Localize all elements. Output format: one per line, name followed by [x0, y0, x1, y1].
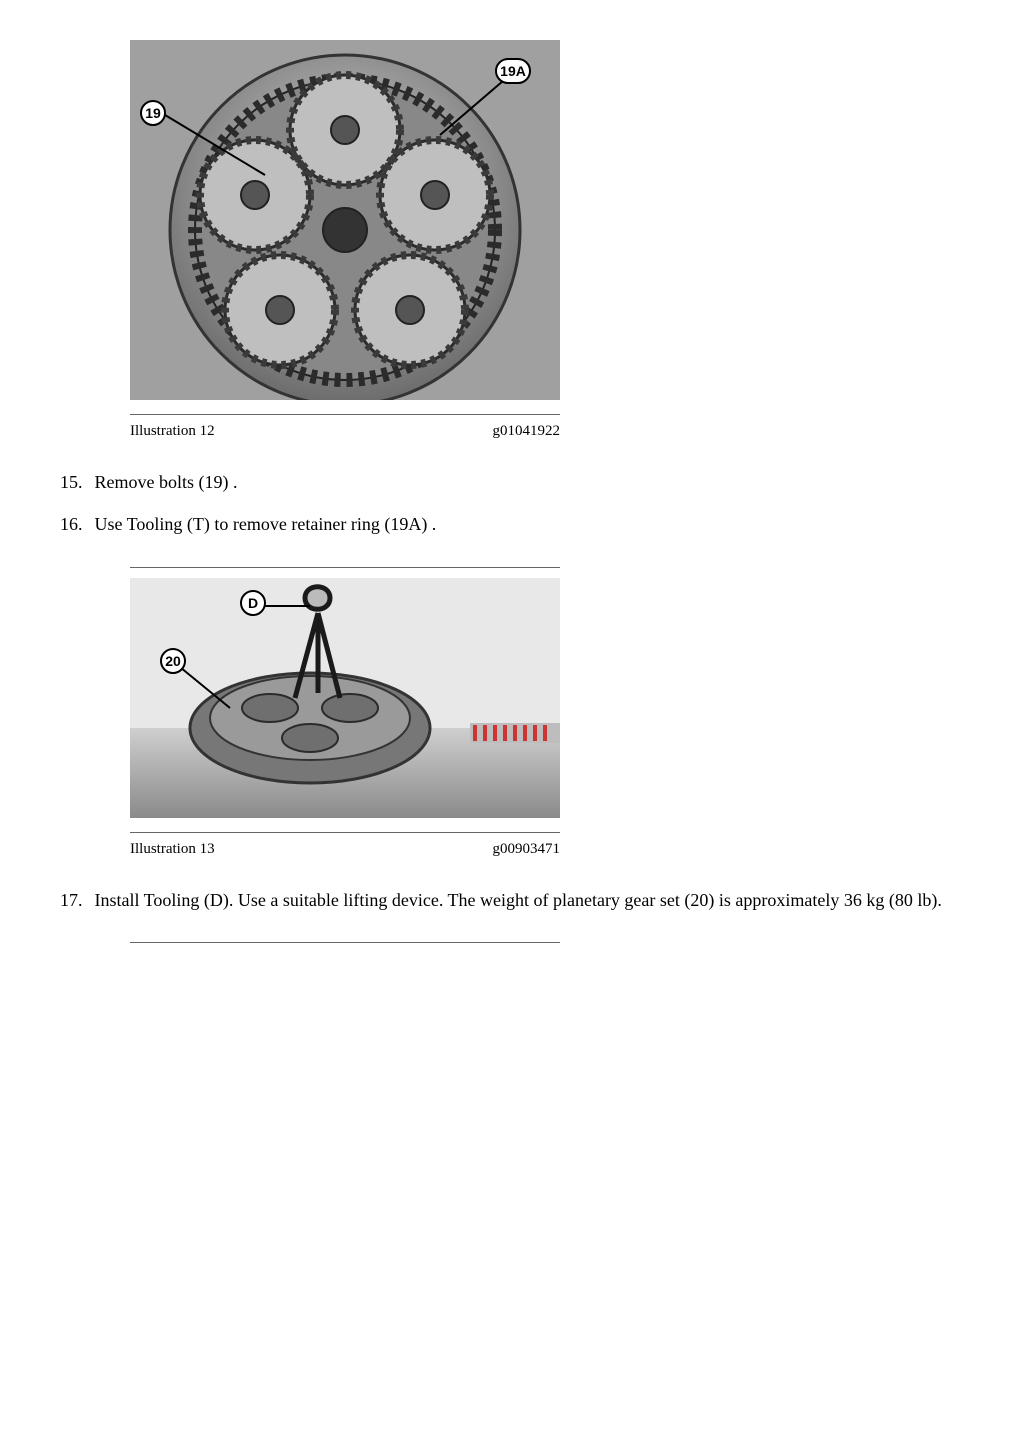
figure-12-caption: Illustration 12 g01041922 [130, 423, 560, 440]
planetary-lift-svg [130, 578, 560, 818]
figure-12-rule [130, 414, 560, 415]
steps-list-a: 15. Remove bolts (19) . 16. Use Tooling … [60, 470, 964, 537]
figure-13: D 20 Illustration 13 g00903471 [130, 567, 560, 858]
figure-12-image: 19 19A [130, 40, 560, 400]
trailing-rule-block [130, 942, 560, 943]
step-17-number: 17. [60, 888, 90, 912]
step-16: 16. Use Tooling (T) to remove retainer r… [60, 512, 964, 536]
planetary-gear-svg [130, 40, 560, 400]
figure-12-gcode: g01041922 [493, 423, 561, 440]
step-17: 17. Install Tooling (D). Use a suitable … [60, 888, 964, 912]
callout-20: 20 [160, 648, 186, 674]
step-17-text: Install Tooling (D). Use a suitable lift… [95, 890, 942, 910]
steps-list-b: 17. Install Tooling (D). Use a suitable … [60, 888, 964, 912]
figure-13-label: Illustration 13 [130, 841, 215, 858]
figure-12: 19 19A Illustration 12 g01041922 [130, 40, 560, 440]
figure-13-gcode: g00903471 [493, 841, 561, 858]
figure-13-top-rule [130, 567, 560, 568]
step-15-number: 15. [60, 470, 90, 494]
figure-12-label: Illustration 12 [130, 423, 215, 440]
figure-13-caption: Illustration 13 g00903471 [130, 841, 560, 858]
figure-13-rule [130, 832, 560, 833]
step-16-text: Use Tooling (T) to remove retainer ring … [95, 514, 437, 534]
trailing-rule [130, 942, 560, 943]
step-15-text: Remove bolts (19) . [95, 472, 238, 492]
callout-d: D [240, 590, 266, 616]
step-16-number: 16. [60, 512, 90, 536]
callout-19a: 19A [495, 58, 531, 84]
step-15: 15. Remove bolts (19) . [60, 470, 964, 494]
figure-13-image: D 20 [130, 578, 560, 818]
callout-19: 19 [140, 100, 166, 126]
